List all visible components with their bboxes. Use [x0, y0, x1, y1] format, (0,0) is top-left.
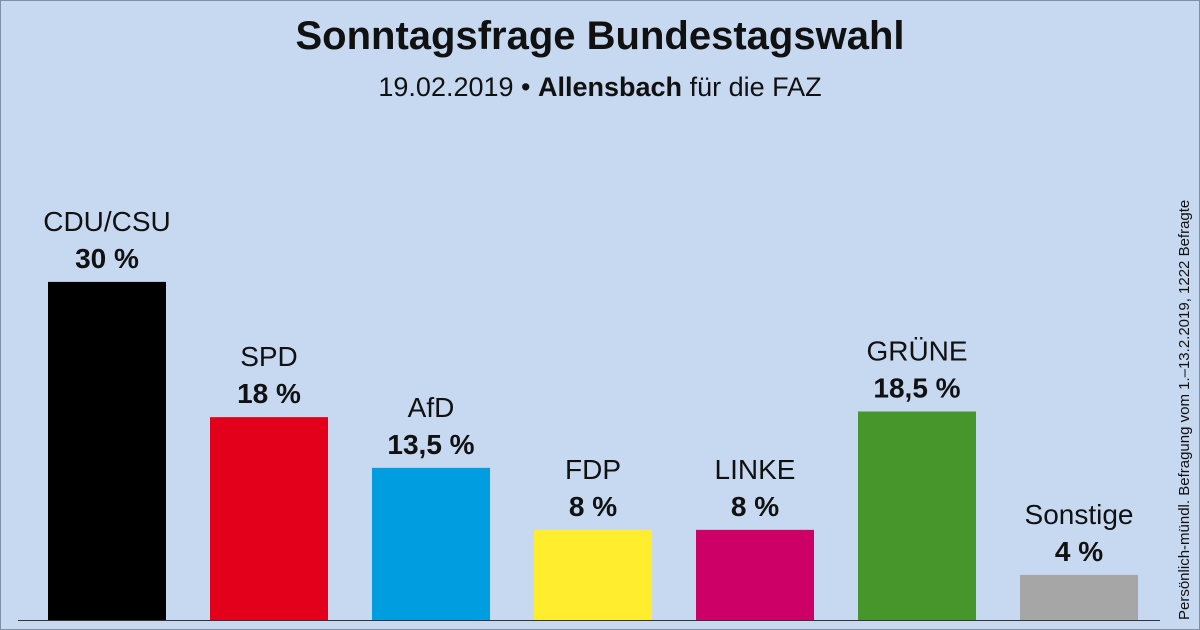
value-label-spd: 18 % — [237, 378, 301, 409]
bar-sonstige — [1020, 574, 1138, 620]
bar-linke — [696, 529, 814, 620]
value-label-fdp: 8 % — [569, 491, 617, 522]
chart-title: Sonntagsfrage Bundestagswahl — [295, 14, 905, 58]
subtitle-date: 19.02.2019 • — [378, 72, 531, 102]
value-label-sonstige: 4 % — [1055, 536, 1103, 567]
party-label-afd: AfD — [408, 392, 455, 423]
chart-subtitle: 19.02.2019 • Allensbach für die FAZ — [0, 72, 1200, 103]
value-label-cdu-csu: 30 % — [75, 243, 139, 274]
bar-cdu-csu — [48, 281, 166, 620]
subtitle-client: für die FAZ — [689, 72, 822, 102]
bar-afd — [372, 467, 490, 620]
subtitle-institute: Allensbach — [538, 72, 683, 102]
party-label-sonstige: Sonstige — [1025, 499, 1134, 530]
party-label-cdu-csu: CDU/CSU — [43, 206, 171, 237]
party-label-spd: SPD — [240, 341, 298, 372]
party-label-linke: LINKE — [715, 454, 796, 485]
bar-gruene — [858, 411, 976, 620]
value-label-linke: 8 % — [731, 491, 779, 522]
value-label-afd: 13,5 % — [387, 429, 474, 460]
party-label-gruene: GRÜNE — [866, 336, 967, 367]
value-label-gruene: 18,5 % — [873, 373, 960, 404]
bar-fdp — [534, 529, 652, 620]
party-label-fdp: FDP — [565, 454, 621, 485]
bar-spd — [210, 417, 328, 620]
